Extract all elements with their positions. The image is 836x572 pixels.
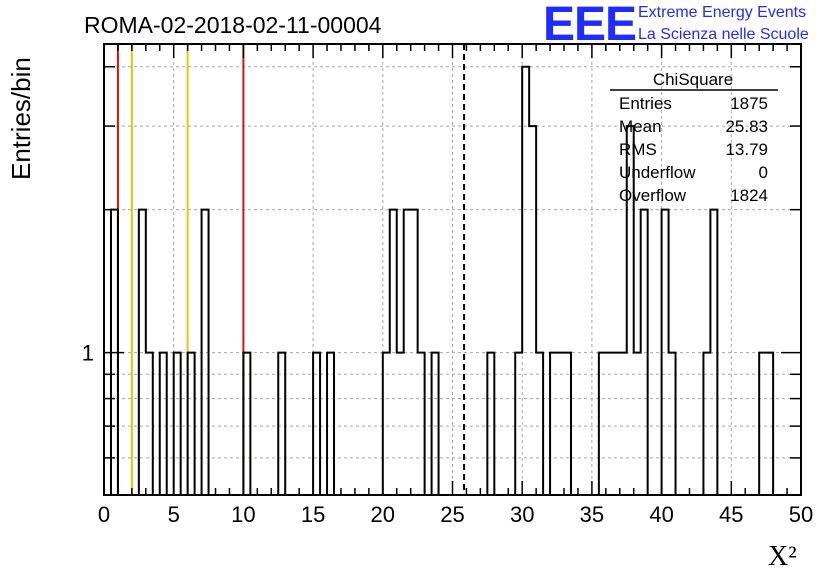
histogram-bin	[669, 353, 676, 495]
histogram-bin	[278, 353, 285, 495]
eee-logo-line1: Extreme Energy Events	[638, 4, 806, 21]
x-tick-label: 10	[231, 502, 255, 527]
stats-row-label: RMS	[619, 140, 657, 159]
histogram-bin	[613, 353, 620, 495]
histogram-bin	[662, 210, 669, 495]
x-tick-label: 15	[301, 502, 325, 527]
histogram-bin	[390, 210, 397, 495]
stats-row-label: Mean	[619, 117, 662, 136]
eee-logo-mark: EEE	[543, 0, 636, 51]
stats-row-label: Underflow	[619, 163, 696, 182]
histogram-bin	[243, 353, 250, 495]
histogram-bin	[160, 353, 167, 495]
histogram-bin	[313, 353, 320, 495]
histogram-bin	[599, 353, 606, 495]
histogram-bin	[529, 126, 536, 495]
stats-row-value: 25.83	[725, 117, 768, 136]
x-axis: 0 5 10 15 20 25 30 35 40 45 50	[98, 44, 813, 527]
y-axis: 1	[82, 66, 801, 459]
chart-title: ROMA-02-2018-02-11-00004	[84, 12, 382, 38]
histogram-bin	[564, 353, 571, 495]
histogram-bin	[146, 353, 153, 495]
stats-row-label: Overflow	[619, 186, 687, 205]
x-tick-label: 30	[510, 502, 534, 527]
stats-row-label: Entries	[619, 94, 672, 113]
histogram-bin	[188, 353, 195, 495]
histogram-bin	[620, 353, 627, 495]
histogram-bin	[550, 353, 557, 495]
stats-row-value: 0	[759, 163, 768, 182]
histogram-outline	[104, 65, 801, 496]
stats-row-value: 13.79	[725, 140, 768, 159]
y-axis-label: Entries/bin	[6, 57, 36, 180]
stats-row-value: 1875	[730, 94, 768, 113]
histogram-bin	[703, 353, 710, 495]
histogram-bin	[202, 210, 209, 495]
eee-logo: EEE Extreme Energy Events La Scienza nel…	[543, 0, 809, 51]
x-tick-label: 5	[168, 502, 180, 527]
histogram-bin	[557, 353, 564, 495]
stats-row-value: 1824	[730, 186, 768, 205]
x-tick-label: 20	[371, 502, 395, 527]
histogram-bin	[418, 353, 425, 495]
y-tick-label: 1	[82, 341, 94, 366]
x-tick-label: 50	[789, 502, 813, 527]
x-axis-label: X²	[768, 541, 797, 572]
histogram-bin	[515, 353, 522, 495]
histogram-bin	[139, 210, 146, 495]
eee-logo-line2: La Scienza nelle Scuole	[638, 26, 809, 43]
x-tick-label: 0	[98, 502, 110, 527]
histogram-bin	[766, 353, 773, 495]
histogram-bin	[641, 210, 648, 495]
histogram-bin	[487, 353, 494, 495]
histogram-bin	[634, 353, 641, 495]
histogram-bin	[404, 210, 411, 495]
histogram-bin	[174, 353, 181, 495]
histogram-bin	[710, 210, 717, 495]
x-tick-label: 40	[649, 502, 673, 527]
x-tick-label: 35	[580, 502, 604, 527]
stats-box: ChiSquare Entries 1875 Mean 25.83 RMS 13.79 Un…	[610, 70, 778, 205]
histogram-bin	[522, 67, 529, 495]
histogram-bin	[383, 353, 390, 495]
histogram-bin	[397, 353, 404, 495]
histogram-bin	[606, 353, 613, 495]
grid	[104, 44, 801, 495]
histogram-bin	[411, 210, 418, 495]
stats-box-title: ChiSquare	[653, 70, 733, 89]
histogram-bin	[432, 353, 439, 495]
histogram-bins	[111, 67, 773, 495]
histogram-bin	[327, 353, 334, 495]
x-tick-label: 25	[440, 502, 464, 527]
histogram-bin	[536, 353, 543, 495]
histogram-bin	[759, 353, 766, 495]
x-tick-label: 45	[719, 502, 743, 527]
